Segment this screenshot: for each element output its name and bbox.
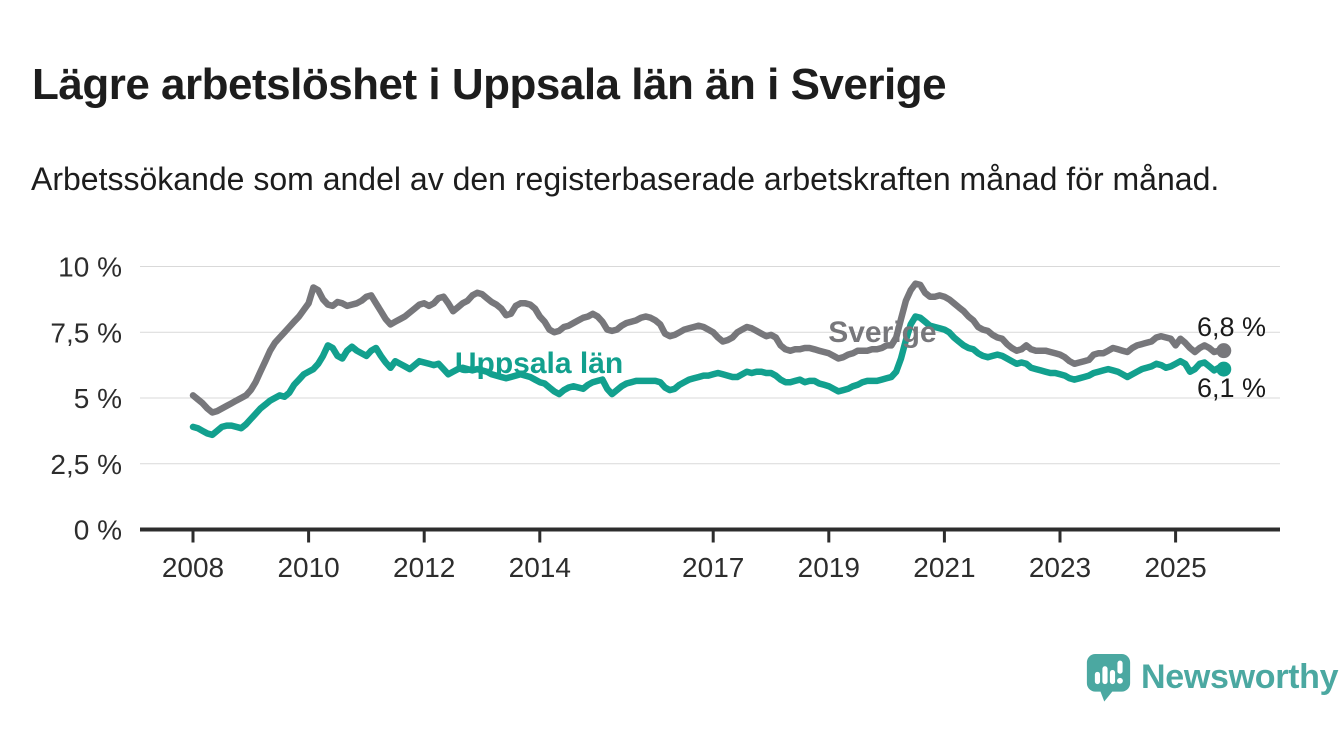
y-tick-label: 0 % [74,515,122,546]
series-label: Uppsala län [455,347,623,380]
end-value-label: 6,8 % [1197,312,1266,342]
x-tick-label: 2023 [1029,552,1091,583]
x-tick-label: 2008 [162,552,224,583]
series-line-sverige [189,280,1228,416]
y-tick-label: 10 % [58,252,122,283]
series-end-dot [1216,361,1232,377]
x-tick-label: 2014 [509,552,571,583]
x-tick-label: 2012 [393,552,455,583]
y-tick-label: 2,5 % [50,449,122,480]
speech-bubble-bar-chart-icon [1086,654,1131,702]
series-line-uppsala-l-n [189,313,1228,439]
y-tick-label: 7,5 % [50,317,122,348]
x-tick-label: 2010 [277,552,339,583]
series-label: Sverige [828,316,936,349]
series-end-dot [1216,343,1232,359]
brand-name: Newsworthy [1141,658,1339,696]
x-tick-label: 2017 [682,552,744,583]
x-tick-label: 2021 [913,552,975,583]
x-tick-label: 2019 [798,552,860,583]
newsworthy-logo: Newsworthy [1085,652,1339,703]
x-tick-label: 2025 [1144,552,1206,583]
line-chart: 2008 2010 2012 2014 2017 2019 2021 2023 2025 0 % 2… [50,252,1280,583]
page-subtitle: Arbetssökande som andel av den registerb… [31,161,1220,197]
page-title: Lägre arbetslöshet i Uppsala län än i Sv… [32,60,947,110]
y-tick-label: 5 % [74,383,122,414]
end-value-label: 6,1 % [1197,373,1266,403]
